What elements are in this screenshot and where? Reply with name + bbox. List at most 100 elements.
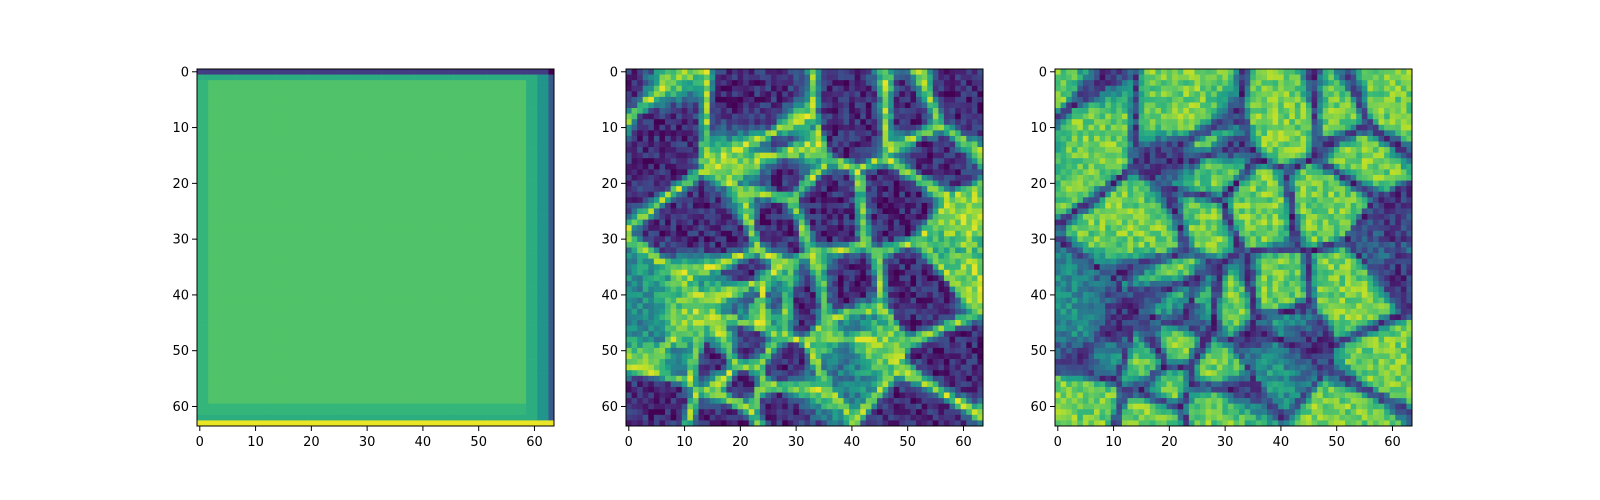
heatmap-cell [526,102,533,109]
heatmap-cell [252,286,259,293]
heatmap-cell [286,375,293,382]
heatmap-cell [520,353,527,360]
heatmap-cell [263,80,270,87]
heatmap-cell [882,119,889,126]
heatmap-cell [492,292,499,299]
heatmap-cell [531,191,538,198]
heatmap-cell [381,414,388,421]
heatmap-cell [202,292,209,299]
heatmap-cell [932,119,939,126]
heatmap-cell [503,314,510,321]
heatmap-cell [342,420,348,427]
heatmap-cell [386,392,393,399]
heatmap-cell [325,169,332,176]
heatmap-cell [330,247,337,254]
heatmap-cell [286,269,293,276]
heatmap-cell [681,113,688,120]
heatmap-cell [258,147,265,154]
heatmap-cell [213,280,220,287]
heatmap-cell [798,91,805,98]
heatmap-cell [720,113,727,120]
heatmap-cell [347,202,354,209]
heatmap-cell [470,286,477,293]
heatmap-cell [247,197,254,204]
heatmap-cell [342,303,348,310]
heatmap-cell [776,141,783,148]
heatmap-cell [314,163,321,170]
heatmap-cell [386,359,393,365]
heatmap-cell [860,113,867,120]
heatmap-cell [364,331,371,338]
heatmap-cell [353,191,360,198]
heatmap-cell [542,370,549,377]
heatmap-cell [431,280,438,287]
heatmap-cell [503,241,510,248]
heatmap-cell [436,219,443,226]
heatmap-cell [202,135,209,142]
heatmap-cell [336,303,343,310]
heatmap-cell [381,174,388,181]
heatmap-cell [514,147,521,154]
heatmap-cell [431,169,438,176]
heatmap-cell [369,241,376,248]
heatmap-cell [971,108,978,114]
heatmap-cell [414,96,421,103]
heatmap-cell [219,286,226,293]
heatmap-cell [241,119,248,126]
heatmap-cell [537,258,544,265]
heatmap-cell [537,208,544,215]
heatmap-cell [308,353,315,360]
heatmap-cell [481,258,488,265]
heatmap-cell [771,130,777,137]
heatmap-cell [336,208,343,215]
heatmap-cell [219,163,226,170]
heatmap-cell [308,386,315,393]
heatmap-cell [526,258,533,265]
heatmap-cell [425,85,432,92]
heatmap-cell [302,398,309,405]
heatmap-cell [247,364,254,371]
heatmap-cell [448,191,454,198]
heatmap-cell [336,108,343,114]
heatmap-cell [492,80,499,87]
heatmap-cell [698,119,705,126]
heatmap-cell [347,85,354,92]
heatmap-cell [520,214,527,220]
heatmap-cell [453,386,460,393]
heatmap-cell [353,85,360,92]
heatmap-cell [520,297,527,304]
heatmap-cell [475,214,482,220]
heatmap-cell [319,119,326,126]
heatmap-cell [849,130,856,137]
heatmap-cell [308,91,315,98]
heatmap-cell [358,253,365,260]
heatmap-cell [893,80,900,87]
heatmap-cell [459,353,466,360]
heatmap-cell [347,403,354,410]
heatmap-cell [291,247,298,254]
heatmap-cell [319,331,326,338]
heatmap-cell [526,152,533,159]
heatmap-cell [436,85,443,92]
heatmap-cell [408,74,415,81]
heatmap-cell [453,119,460,126]
heatmap-cell [369,364,376,371]
heatmap-cell [470,275,477,282]
heatmap-cell [916,130,922,137]
heatmap-cell [342,91,348,98]
heatmap-cell [330,303,337,310]
heatmap-cell [358,130,365,137]
heatmap-cell [815,69,822,75]
heatmap-cell [308,158,315,165]
heatmap-cell [263,236,270,243]
heatmap-cell [927,135,934,142]
heatmap-cell [353,414,360,421]
heatmap-cell [269,69,276,75]
heatmap-cell [509,325,516,332]
heatmap-cell [408,320,415,326]
heatmap-cell [224,174,231,181]
heatmap-cell [308,147,315,154]
heatmap-cell [537,102,544,109]
heatmap-cell [821,96,828,103]
heatmap-cell [720,108,727,114]
